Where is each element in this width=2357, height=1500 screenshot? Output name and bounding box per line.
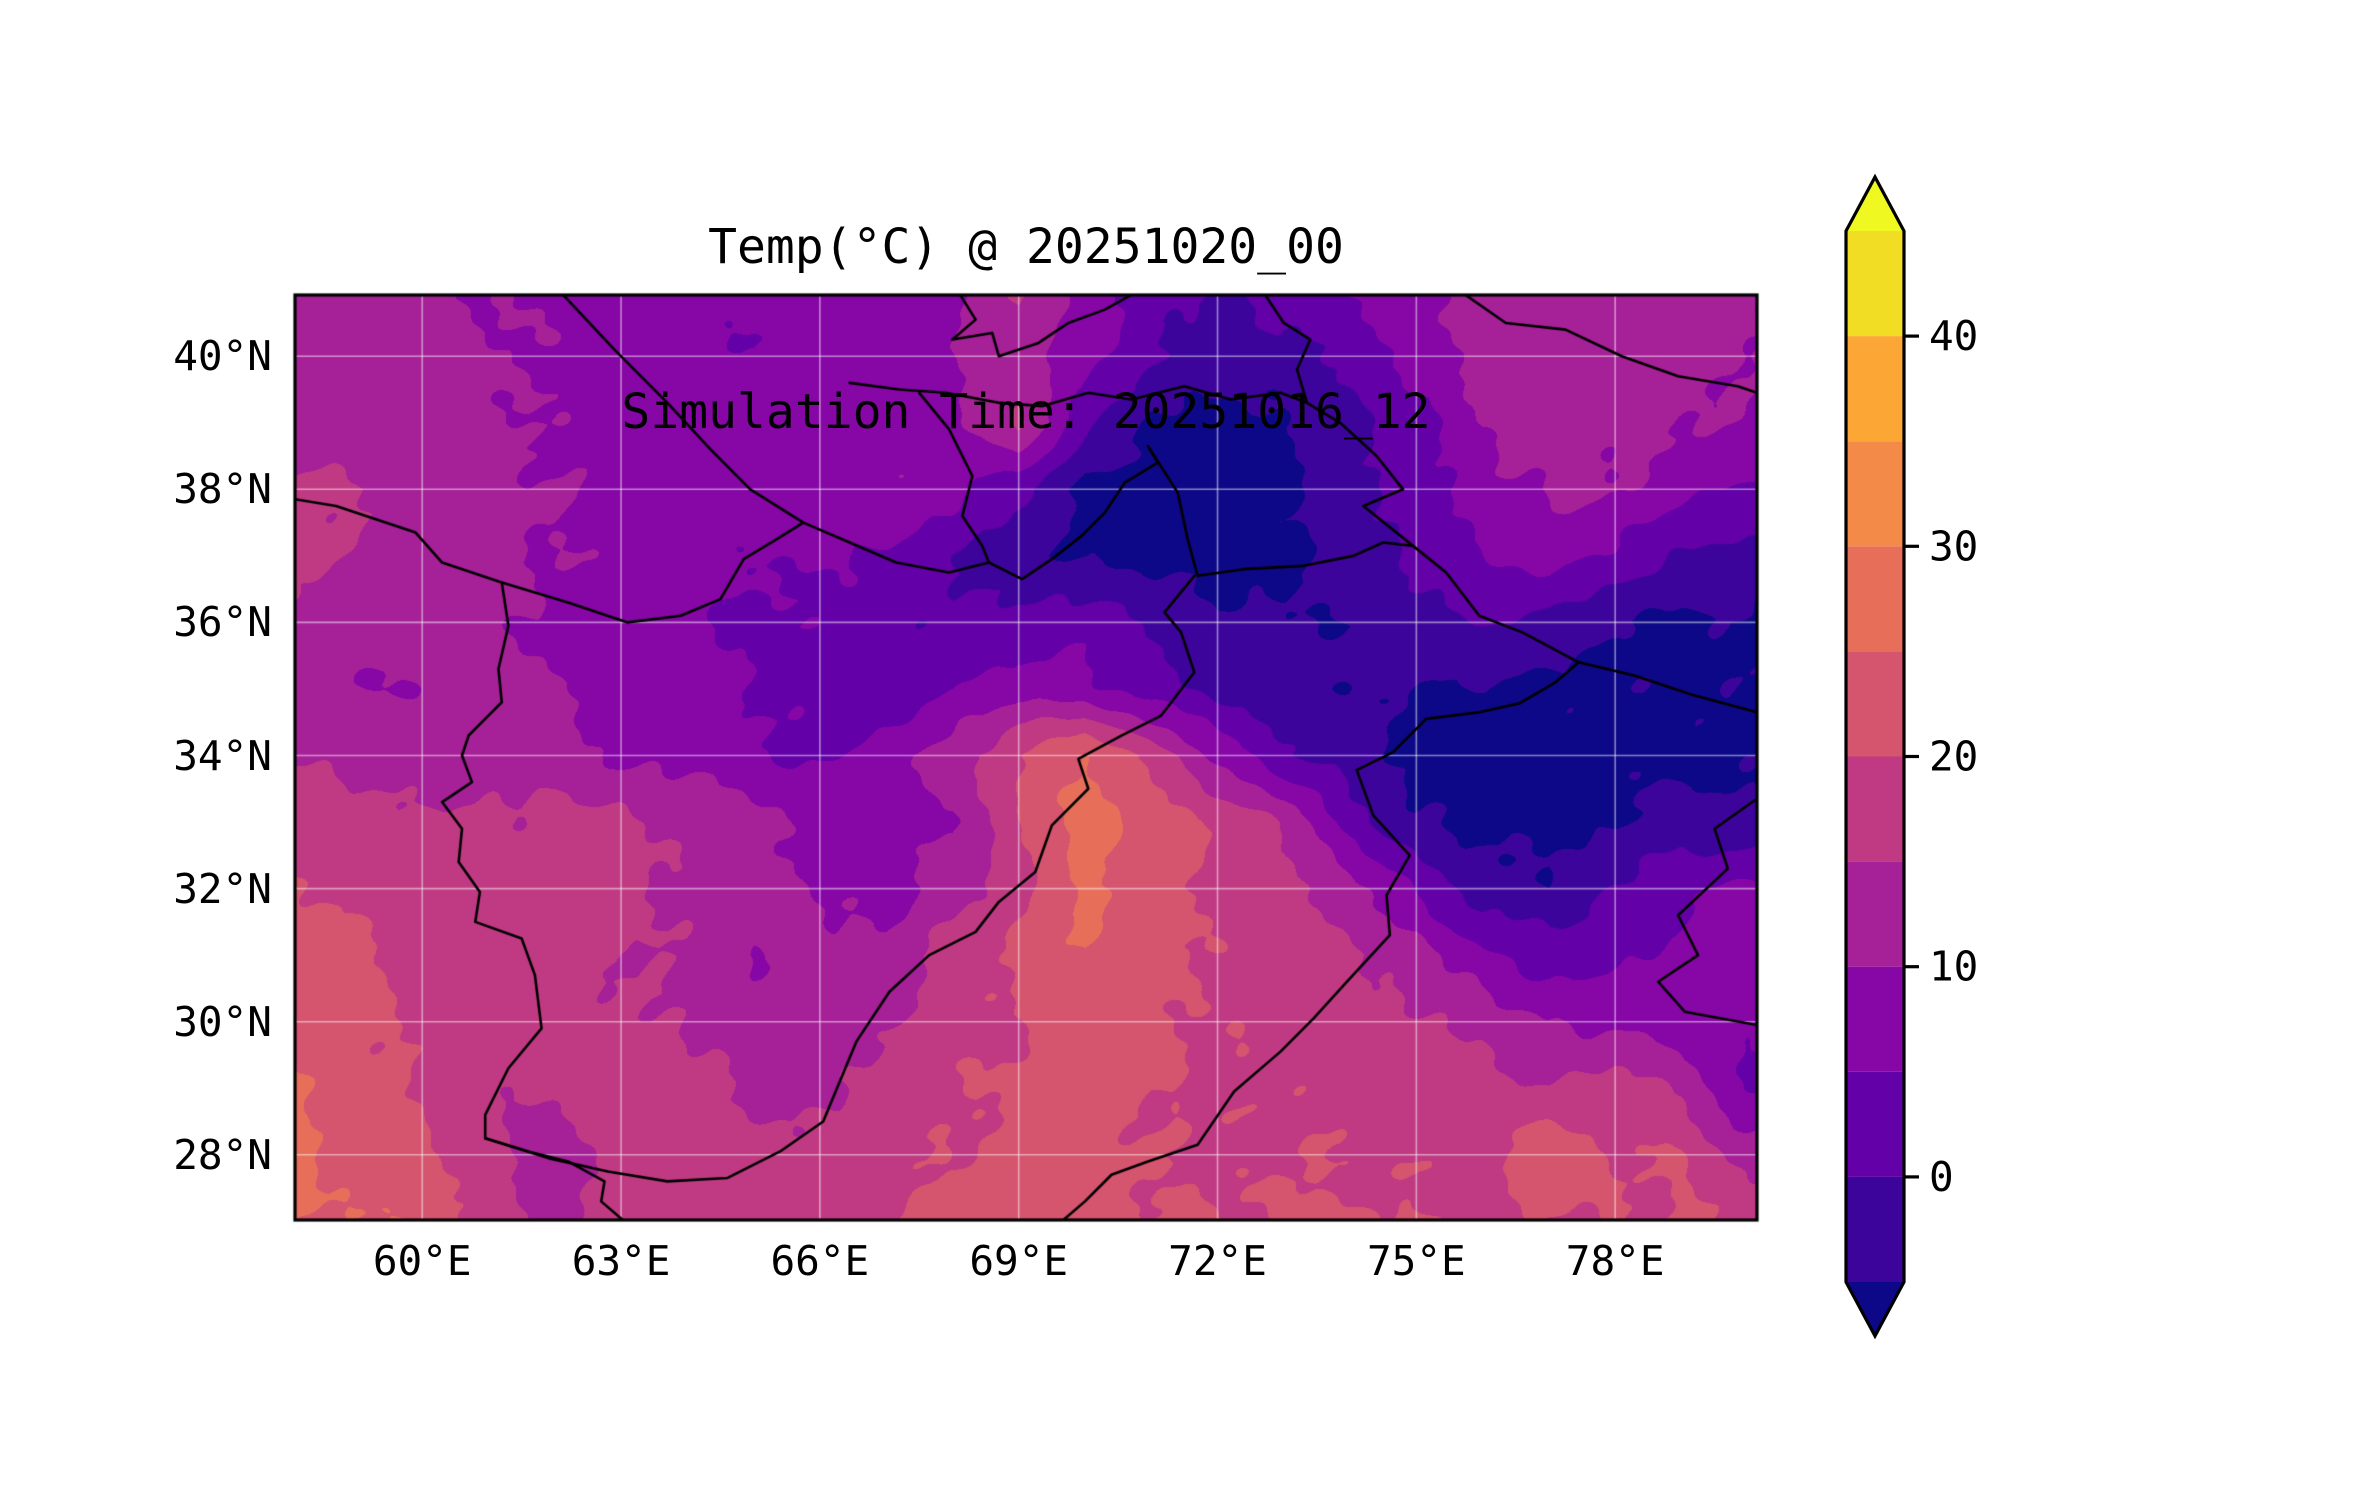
x-tick-label: 78°E — [1565, 1237, 1665, 1285]
title-line-valid-time: Temp(°C) @ 20251020_00 — [708, 219, 1344, 275]
x-tick-label: 69°E — [969, 1237, 1069, 1285]
title-line-simulation-time: Simulation Time: 20251016_12 — [621, 384, 1431, 440]
y-tick-label: 34°N — [173, 731, 272, 780]
y-tick-label: 30°N — [173, 997, 272, 1046]
x-tick-label: 66°E — [770, 1237, 870, 1285]
x-tick-label: 63°E — [571, 1237, 671, 1285]
y-tick-label: 36°N — [173, 598, 272, 647]
x-tick-label: 75°E — [1366, 1237, 1466, 1285]
y-tick-label: 32°N — [173, 864, 272, 913]
y-tick-label: 40°N — [173, 332, 272, 381]
x-tick-label: 72°E — [1168, 1237, 1267, 1285]
x-tick-label: 60°E — [372, 1237, 472, 1285]
y-tick-label: 28°N — [173, 1130, 272, 1179]
y-tick-label: 38°N — [173, 465, 272, 514]
chart-title: Temp(°C) @ 20251020_00 Simulation Time: … — [295, 110, 1757, 495]
